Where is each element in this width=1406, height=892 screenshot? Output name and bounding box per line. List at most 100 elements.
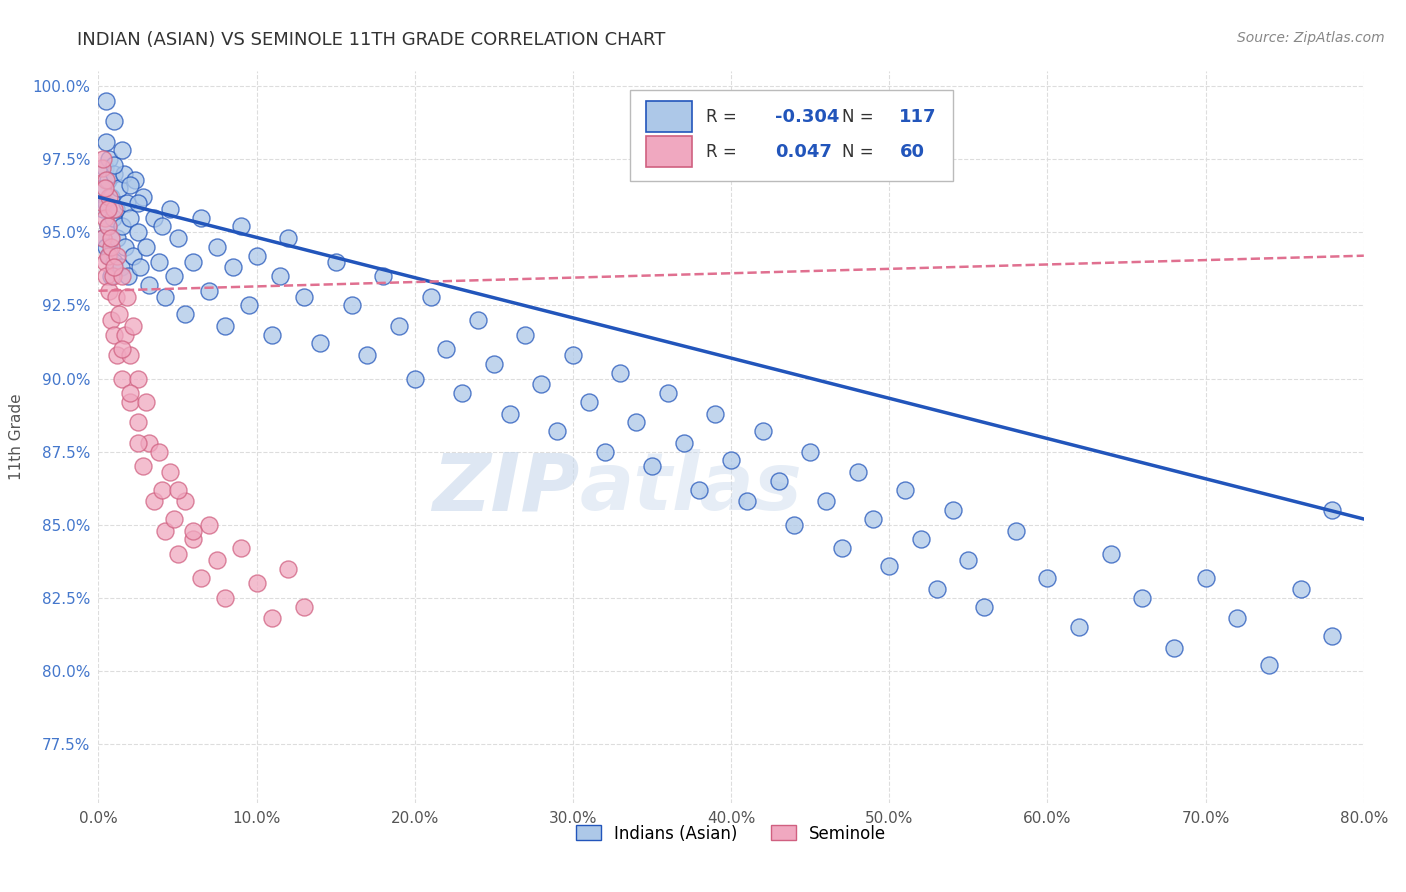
Point — [103, 158, 125, 172]
Point — [814, 494, 837, 508]
Point — [91, 202, 114, 216]
Point — [229, 541, 252, 556]
Text: ZIP: ZIP — [432, 450, 579, 527]
Point — [672, 436, 695, 450]
Point — [111, 343, 134, 357]
Point — [356, 348, 378, 362]
Point — [97, 172, 120, 186]
Point — [183, 254, 205, 268]
Point — [96, 269, 118, 284]
Point — [103, 167, 125, 181]
Point — [515, 327, 537, 342]
Point — [132, 190, 155, 204]
Point — [97, 219, 120, 234]
Point — [846, 465, 869, 479]
Point — [238, 298, 260, 312]
Text: Source: ZipAtlas.com: Source: ZipAtlas.com — [1237, 31, 1385, 45]
Point — [100, 190, 122, 204]
Point — [111, 219, 134, 234]
Point — [107, 249, 129, 263]
Point — [546, 424, 568, 438]
Point — [1099, 547, 1122, 561]
Point — [122, 249, 145, 263]
Point — [101, 269, 124, 284]
Point — [128, 260, 150, 275]
Point — [262, 327, 284, 342]
Point — [973, 599, 995, 614]
Point — [530, 377, 553, 392]
Point — [97, 249, 120, 263]
Point — [98, 249, 121, 263]
Point — [166, 231, 188, 245]
Point — [783, 517, 806, 532]
Point — [910, 533, 932, 547]
Point — [142, 211, 165, 225]
Point — [214, 591, 236, 605]
Point — [371, 269, 394, 284]
Point — [1257, 658, 1279, 673]
Text: N =: N = — [842, 143, 879, 161]
Point — [657, 386, 679, 401]
Point — [198, 517, 221, 532]
Point — [246, 249, 269, 263]
Point — [114, 327, 136, 342]
Point — [229, 219, 252, 234]
Point — [1004, 524, 1026, 538]
Point — [138, 277, 160, 292]
Point — [214, 318, 236, 333]
Point — [942, 503, 965, 517]
Point — [163, 512, 186, 526]
Point — [862, 512, 884, 526]
Point — [135, 395, 157, 409]
Point — [93, 254, 117, 268]
Point — [561, 348, 585, 362]
Point — [1289, 582, 1312, 597]
Point — [101, 211, 124, 225]
Point — [150, 483, 173, 497]
FancyBboxPatch shape — [630, 90, 953, 181]
Point — [98, 190, 121, 204]
Point — [269, 269, 291, 284]
Text: atlas: atlas — [579, 450, 801, 527]
Point — [593, 444, 616, 458]
Point — [277, 231, 299, 245]
Point — [124, 172, 146, 186]
Point — [127, 196, 149, 211]
Point — [498, 407, 520, 421]
Point — [641, 459, 664, 474]
Point — [132, 459, 155, 474]
Point — [148, 254, 170, 268]
Point — [877, 558, 900, 573]
Point — [115, 196, 138, 211]
Text: R =: R = — [706, 108, 742, 126]
Point — [624, 416, 647, 430]
Point — [1322, 503, 1344, 517]
Point — [148, 444, 170, 458]
Point — [799, 444, 821, 458]
Point — [419, 290, 441, 304]
Point — [190, 211, 212, 225]
Point — [93, 211, 117, 225]
Point — [292, 599, 315, 614]
Point — [1194, 570, 1216, 584]
Point — [153, 290, 176, 304]
Point — [107, 348, 129, 362]
Point — [98, 152, 121, 166]
Point — [127, 436, 149, 450]
Point — [340, 298, 363, 312]
Point — [751, 424, 773, 438]
Point — [93, 161, 117, 175]
Point — [222, 260, 245, 275]
Point — [93, 181, 117, 195]
Point — [309, 336, 332, 351]
Point — [325, 254, 347, 268]
Point — [96, 240, 118, 254]
Point — [103, 260, 125, 275]
Point — [482, 357, 505, 371]
Point — [103, 114, 125, 128]
Point — [91, 231, 114, 245]
Point — [174, 307, 197, 321]
Point — [159, 465, 181, 479]
Point — [609, 366, 631, 380]
Point — [1226, 611, 1249, 625]
